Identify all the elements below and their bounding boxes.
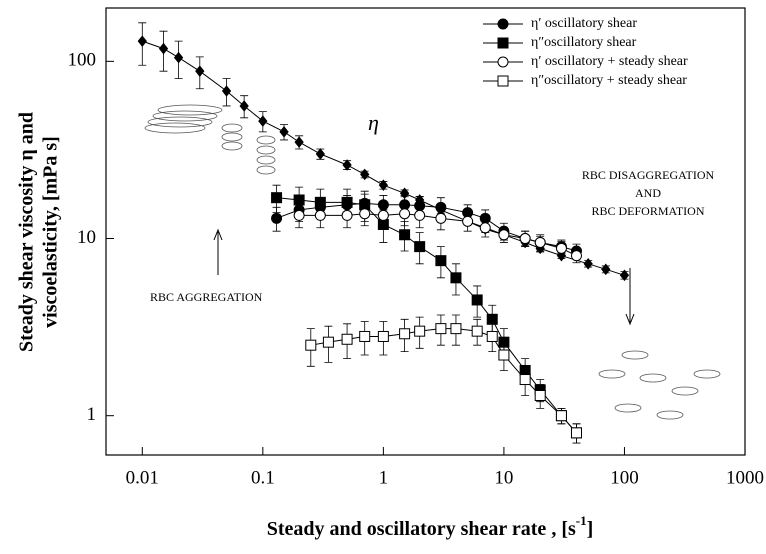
marker xyxy=(414,325,426,337)
marker xyxy=(399,328,411,340)
arrow-head xyxy=(625,313,635,326)
x-axis-title: Steady and oscillatory shear rate , [s-1… xyxy=(267,513,594,540)
marker xyxy=(341,333,353,345)
marker xyxy=(342,159,352,171)
disaggregation-annotation: AND xyxy=(635,186,661,200)
marker xyxy=(377,209,389,221)
marker xyxy=(519,374,531,386)
rbc-rouleaux-icon xyxy=(144,104,276,175)
marker xyxy=(534,390,546,402)
marker xyxy=(435,212,447,224)
marker xyxy=(471,294,483,306)
legend-marker xyxy=(497,37,509,49)
marker xyxy=(450,272,462,284)
legend-marker xyxy=(497,18,509,30)
x-tick-label: 0.1 xyxy=(251,467,275,488)
x-tick-label: 1 xyxy=(379,467,389,488)
marker xyxy=(435,255,447,267)
marker xyxy=(399,229,411,241)
marker xyxy=(158,42,169,55)
marker xyxy=(519,233,531,245)
x-title-end: ] xyxy=(587,518,594,540)
marker xyxy=(471,325,483,337)
marker xyxy=(486,330,498,342)
marker xyxy=(137,35,147,47)
eta-annotation: η xyxy=(368,110,379,135)
marker xyxy=(435,323,447,335)
marker xyxy=(619,269,630,282)
marker xyxy=(173,51,184,64)
x-tick-label: 0.01 xyxy=(126,467,159,488)
marker xyxy=(555,242,567,254)
legend-label: η′ oscillatory + steady shear xyxy=(531,54,688,69)
marker xyxy=(221,85,232,97)
y-axis-title-2: viscoelasticity, [mPa s] xyxy=(40,136,62,328)
marker xyxy=(479,222,491,234)
series-line xyxy=(276,197,577,434)
legend-label: η′ oscillatory shear xyxy=(531,16,637,31)
marker xyxy=(239,100,249,112)
marker xyxy=(378,179,389,191)
marker xyxy=(359,330,371,342)
marker xyxy=(359,208,371,220)
marker xyxy=(341,209,353,221)
y-axis-title-1: Steady shear viscosity η and xyxy=(16,112,38,352)
y-tick-label: 1 xyxy=(87,404,97,425)
aggregation-annotation: RBC AGGREGATION xyxy=(150,290,263,304)
marker xyxy=(314,209,326,221)
marker xyxy=(195,65,205,77)
marker xyxy=(377,330,389,342)
plot-frame xyxy=(105,7,746,456)
marker xyxy=(322,336,334,348)
marker xyxy=(414,209,426,221)
x-tick-label: 10 xyxy=(494,467,513,488)
marker xyxy=(305,339,317,351)
marker xyxy=(293,194,305,206)
marker xyxy=(450,323,462,335)
y-tick-label: 10 xyxy=(77,227,96,248)
legend xyxy=(478,14,740,106)
x-tick-label: 100 xyxy=(610,467,639,488)
marker xyxy=(555,410,567,422)
legend-label: η″oscillatory + steady shear xyxy=(531,73,687,88)
disaggregation-annotation: RBC DISAGGREGATION xyxy=(582,168,715,182)
x-title-sup: -1 xyxy=(576,513,587,528)
marker xyxy=(360,168,370,181)
legend-marker xyxy=(497,75,509,87)
marker xyxy=(258,115,268,127)
marker xyxy=(486,313,498,325)
marker xyxy=(414,241,426,253)
marker xyxy=(570,427,582,439)
marker xyxy=(293,209,305,221)
marker xyxy=(279,126,289,138)
marker xyxy=(498,229,510,241)
x-tick-label: 1000 xyxy=(726,467,764,488)
x-title-main: Steady and oscillatory shear rate , [s xyxy=(267,518,576,540)
marker xyxy=(583,257,593,270)
marker xyxy=(271,212,283,224)
marker xyxy=(462,215,474,227)
marker xyxy=(498,349,510,361)
marker xyxy=(399,208,411,220)
y-tick-label: 100 xyxy=(68,50,97,71)
legend-label: η″oscillatory shear xyxy=(531,35,637,50)
legend-marker xyxy=(497,56,509,68)
marker xyxy=(315,148,325,160)
marker xyxy=(570,250,582,262)
rbc-deformed-icon xyxy=(598,350,721,420)
marker xyxy=(534,236,546,248)
marker xyxy=(601,263,611,276)
disaggregation-annotation: RBC DEFORMATION xyxy=(591,204,704,218)
marker xyxy=(294,136,304,148)
arrow-head xyxy=(213,228,223,241)
marker xyxy=(271,192,283,204)
series-line xyxy=(310,328,577,434)
